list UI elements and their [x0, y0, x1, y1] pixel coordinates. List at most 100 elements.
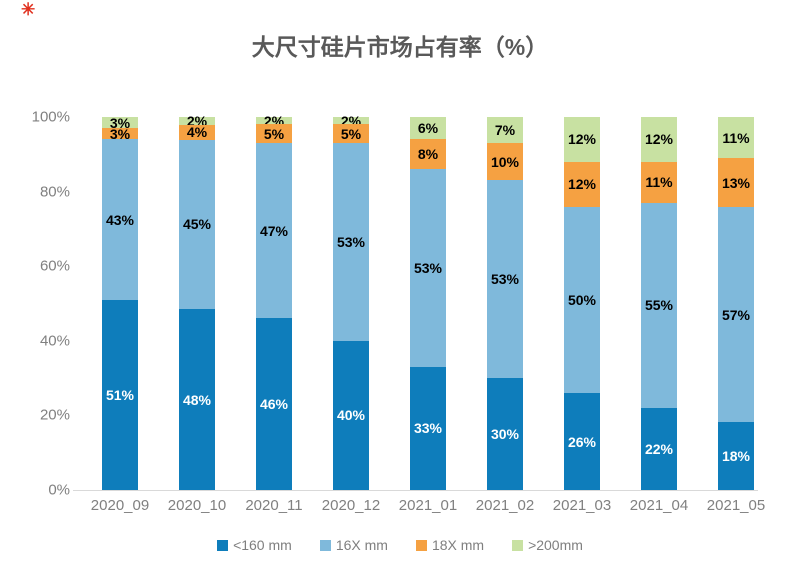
bar-segment: 5%: [256, 124, 292, 144]
bar-segment: 46%: [256, 318, 292, 490]
bar-segment-label: 3%: [109, 114, 131, 131]
legend-swatch-icon: [415, 539, 427, 551]
stacked-bar-2021_05: 11% 13% 57% 18%: [718, 117, 754, 490]
bar-segment: 57%: [718, 207, 754, 423]
bar-segment-label: 4%: [186, 124, 208, 141]
x-tick-label: 2020_10: [167, 497, 227, 514]
bar-segment: 4%: [179, 124, 215, 141]
bar-segment-label: 12%: [567, 176, 597, 193]
x-tick-label: 2021_02: [475, 497, 535, 514]
legend-item: >200mm: [512, 537, 583, 553]
stacked-bar-2020_10: 2% 4% 45% 48%: [179, 112, 215, 490]
bar-segment-label: 45%: [182, 216, 212, 233]
bar-segment: 48%: [179, 309, 215, 490]
bar-segment: 8%: [410, 139, 446, 170]
bar-segment: 33%: [410, 366, 446, 490]
bar-segment: 6%: [410, 117, 446, 140]
stacked-bar-2020_09: 3% 3% 43% 51%: [102, 114, 138, 490]
bar-segment: 10%: [487, 143, 523, 181]
bar-segment: 5%: [333, 124, 369, 144]
legend-item: 16X mm: [319, 537, 388, 553]
bar-segment: 3%: [102, 125, 138, 142]
bar-segment: 22%: [641, 407, 677, 491]
bar-segment-label: 26%: [567, 433, 597, 450]
x-tick-label: 2021_01: [398, 497, 458, 514]
bar-segment: 3%: [102, 114, 138, 131]
bar-segment-label: 13%: [721, 174, 751, 191]
bar-segment: 40%: [333, 340, 369, 490]
bar-segment-label: 2%: [263, 112, 285, 129]
bar-segment-label: 53%: [413, 260, 443, 277]
bar-segment-label: 22%: [644, 440, 674, 457]
x-axis-line: [73, 490, 758, 491]
bar-segment-label: 30%: [490, 426, 520, 443]
legend-label: <160 mm: [233, 537, 292, 553]
bar-segment-label: 5%: [263, 125, 285, 142]
bar-segment-label: 46%: [259, 396, 289, 413]
bar-segment-label: 8%: [417, 146, 439, 163]
bar-segment-label: 55%: [644, 297, 674, 314]
bar-segment: 2%: [333, 114, 369, 128]
bar-segment: 12%: [564, 161, 600, 207]
y-tick-label: 80%: [39, 183, 70, 201]
bar-segment-label: 48%: [182, 391, 212, 408]
bar-segment: 53%: [487, 180, 523, 379]
legend-swatch-icon: [512, 539, 524, 551]
bar-segment: 26%: [564, 393, 600, 491]
stacked-bar-2021_02: 7% 10% 53% 30%: [487, 117, 523, 490]
bar-segment-label: 2%: [186, 112, 208, 129]
bar-segment: 55%: [641, 202, 677, 408]
legend-label: 18X mm: [431, 537, 485, 553]
x-tick-label: 2020_09: [90, 497, 150, 514]
bar-segment-label: 50%: [567, 291, 597, 308]
bar-segment: 12%: [564, 117, 600, 162]
bar-segment-label: 6%: [417, 120, 439, 137]
bar-segment: 2%: [179, 112, 215, 129]
stacked-bar-2020_11: 2% 5% 47% 46%: [256, 114, 292, 490]
bar-segment-label: 57%: [721, 306, 751, 323]
bar-segment: 43%: [102, 139, 138, 300]
stacked-bar-2021_01: 6% 8% 53% 33%: [410, 117, 446, 490]
stacked-bar-2020_12: 2% 5% 53% 40%: [333, 114, 369, 490]
y-tick-label: 60%: [39, 257, 70, 275]
legend-label: 16X mm: [335, 537, 388, 553]
x-tick-label: 2020_11: [245, 497, 303, 514]
bar-segment: 18%: [718, 422, 754, 490]
bar-segment: 53%: [410, 169, 446, 367]
bar-segment: 50%: [564, 206, 600, 394]
bar-segment: 2%: [256, 114, 292, 128]
bar-segment-label: 10%: [490, 153, 520, 170]
legend-swatch-icon: [217, 539, 229, 551]
bar-segment-label: 51%: [105, 386, 135, 403]
legend-label: >200mm: [528, 537, 583, 553]
bar-segment: 11%: [718, 117, 754, 159]
legend-swatch-icon: [319, 539, 331, 551]
x-tick-label: 2021_05: [706, 497, 766, 514]
bar-segment-label: 3%: [109, 125, 131, 142]
bar-segment: 51%: [102, 299, 138, 490]
bar-segment: 30%: [487, 378, 523, 490]
bar-segment: 7%: [487, 117, 523, 144]
stacked-bar-2021_04: 12% 11% 55% 22%: [641, 117, 677, 491]
bar-segment-label: 7%: [494, 122, 516, 139]
bar-segment-label: 40%: [336, 407, 366, 424]
bar-segment-label: 5%: [340, 125, 362, 142]
legend: <160 mm 16X mm 18X mm >200mm: [0, 537, 800, 553]
bar-segment-label: 12%: [644, 131, 674, 148]
bar-segment: 13%: [718, 158, 754, 208]
x-tick-label: 2021_03: [552, 497, 612, 514]
red-asterisk-icon: ✳: [21, 0, 36, 19]
legend-item: 18X mm: [415, 537, 485, 553]
x-tick-label: 2021_04: [629, 497, 689, 514]
y-tick-label: 40%: [39, 332, 70, 350]
bar-segment-label: 2%: [340, 112, 362, 129]
bar-segment: 53%: [333, 143, 369, 341]
bar-segment-label: 11%: [645, 174, 673, 191]
bar-segment-label: 53%: [336, 233, 366, 250]
chart-title: 大尺寸硅片市场占有率（%）: [251, 34, 549, 60]
y-tick-label: 100%: [31, 108, 70, 126]
x-tick-label: 2020_12: [321, 497, 381, 514]
bar-segment-label: 33%: [413, 420, 443, 437]
bar-segment: 45%: [179, 139, 215, 310]
